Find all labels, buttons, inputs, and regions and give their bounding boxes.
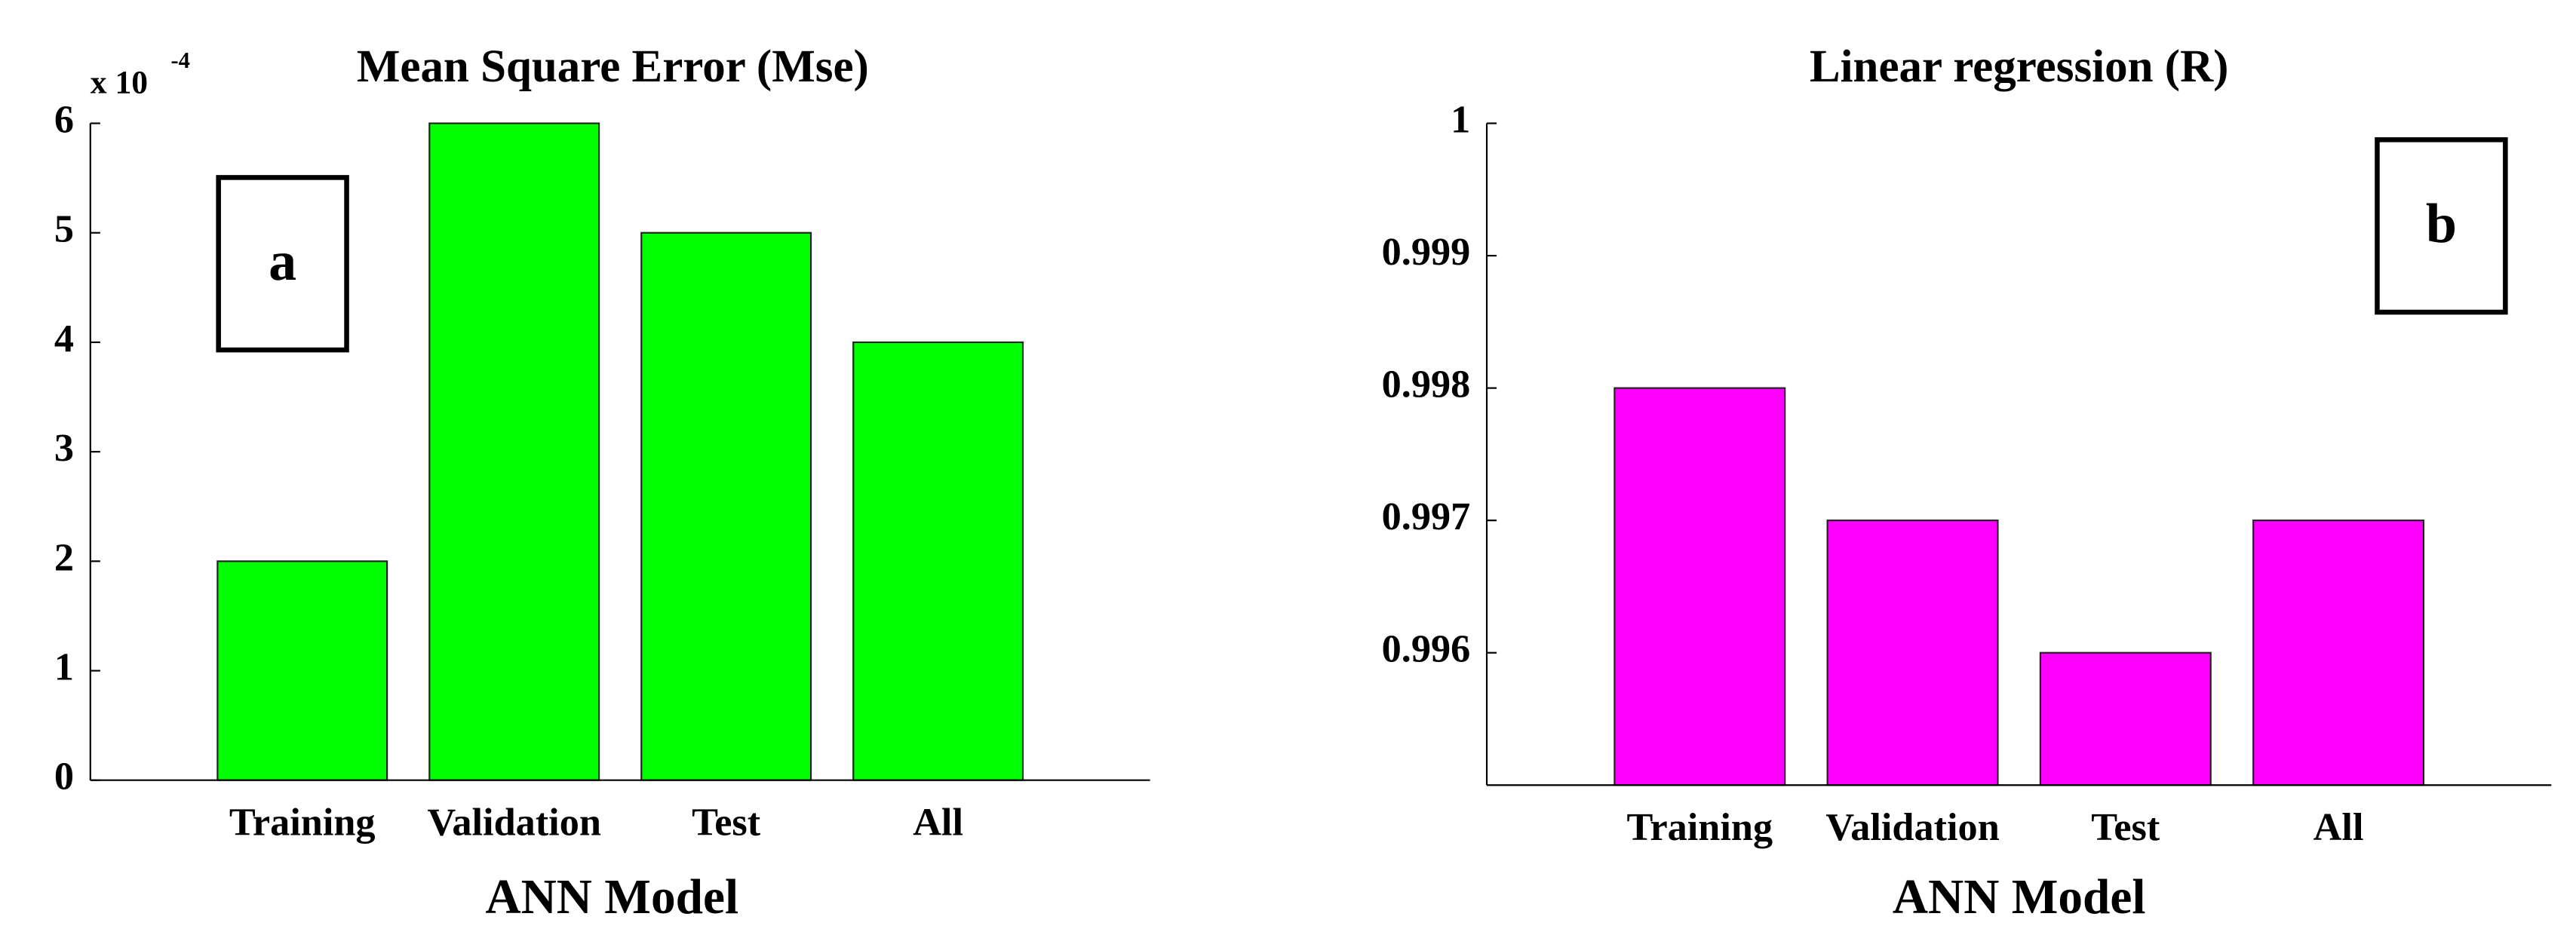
- bar: [1613, 387, 1786, 786]
- x-tick-label: Test: [692, 801, 761, 845]
- y-tick-label: 0.999: [1382, 230, 1471, 274]
- y-tick-label: 0.996: [1382, 627, 1471, 671]
- y-tick-label: 1: [1451, 98, 1470, 142]
- x-tick-label: Validation: [1825, 805, 1999, 849]
- bar: [1826, 520, 1999, 786]
- y-tick-label: 0.998: [1382, 363, 1471, 406]
- y-tick-label: 3: [54, 426, 74, 470]
- bar: [852, 341, 1024, 781]
- x-tick-label: Training: [1626, 805, 1773, 849]
- chart-title: Linear regression (R): [1810, 41, 2228, 92]
- y-tick-label: 0: [54, 755, 74, 799]
- annotation: b: [2426, 193, 2457, 255]
- y-tick-label: 0.997: [1382, 495, 1471, 538]
- y-multiplier-exponent: -4: [171, 48, 190, 73]
- bar: [428, 122, 600, 781]
- bar: [216, 560, 388, 781]
- annotation-box: [2375, 137, 2508, 315]
- annotation-box: [216, 175, 349, 353]
- y-tick-label: 4: [54, 317, 74, 360]
- x-tick-label: All: [913, 801, 963, 845]
- bar: [2252, 520, 2425, 786]
- x-tick-label: Test: [2091, 805, 2160, 849]
- x-tick-label: All: [2313, 805, 2364, 849]
- y-tick-label: 1: [54, 645, 74, 689]
- x-axis-label: ANN Model: [485, 870, 738, 924]
- y-tick-label: 6: [54, 98, 74, 142]
- x-axis-label: ANN Model: [1893, 870, 2146, 924]
- y-tick-label: 2: [54, 535, 74, 579]
- x-tick-label: Validation: [427, 801, 600, 845]
- x-tick-label: Training: [229, 801, 376, 845]
- chart-title: Mean Square Error (Mse): [357, 41, 869, 92]
- bar: [640, 231, 812, 781]
- bar: [2039, 651, 2212, 786]
- annotation: a: [269, 231, 296, 293]
- y-tick-label: 5: [54, 207, 74, 251]
- y-multiplier: x 10: [91, 64, 148, 100]
